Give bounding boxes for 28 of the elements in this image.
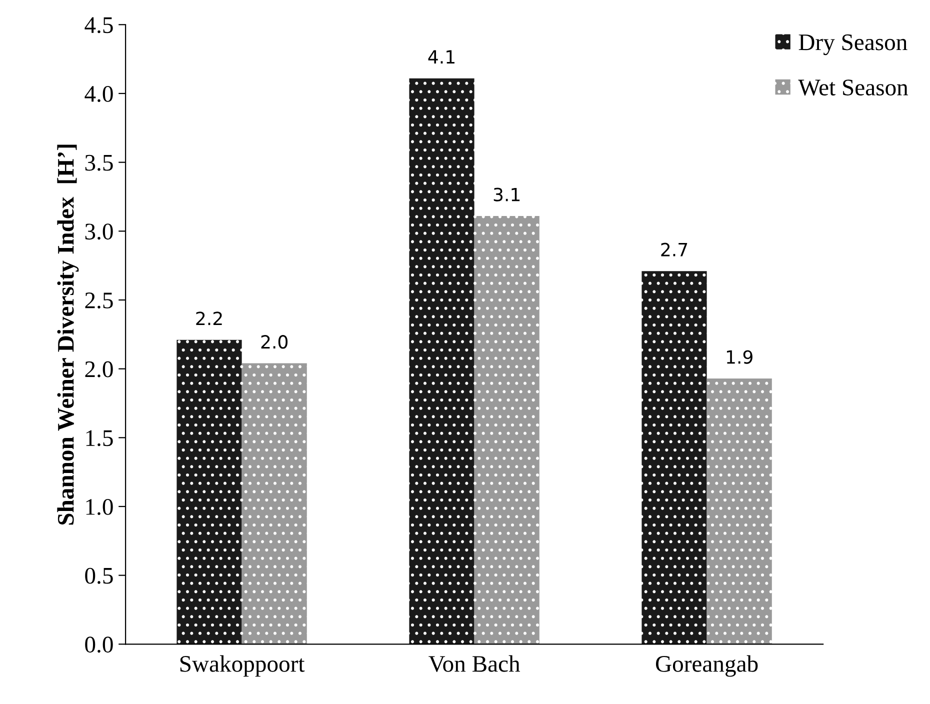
data-label: 2.2 <box>196 312 222 326</box>
bar <box>409 78 474 644</box>
y-tick-label: 0.0 <box>85 636 113 653</box>
x-tick-label: Swakoppoort <box>180 655 305 677</box>
bar <box>242 363 307 644</box>
data-label: 1.9 <box>726 350 752 364</box>
y-tick-label: 0.5 <box>85 568 113 584</box>
legend-label: Wet Season <box>798 80 908 96</box>
y-tick-label: 1.5 <box>86 430 113 446</box>
y-tick-label: 2.5 <box>85 292 113 309</box>
y-tick-label: 1.0 <box>86 498 113 516</box>
y-tick-label: 3.5 <box>85 154 113 171</box>
data-label: 2.0 <box>261 335 288 349</box>
y-tick-label: 3.0 <box>85 224 113 240</box>
y-tick-label: 2.0 <box>85 361 113 378</box>
x-tick-label: Goreangab <box>656 655 758 677</box>
data-label: 4.1 <box>428 50 454 64</box>
x-tick-label: Von Bach <box>428 655 520 672</box>
bar <box>642 271 707 644</box>
data-label: 2.7 <box>661 242 688 256</box>
bar <box>706 378 772 644</box>
y-tick-label: 4.5 <box>84 17 113 34</box>
data-label: 3.1 <box>494 188 520 202</box>
y-axis-title: Shannon Weiner Diversity Index [H’] <box>57 144 79 525</box>
y-tick-label: 4.0 <box>84 86 113 102</box>
bar <box>474 216 540 644</box>
legend-label: Dry Season <box>798 34 908 56</box>
bar <box>176 340 242 644</box>
